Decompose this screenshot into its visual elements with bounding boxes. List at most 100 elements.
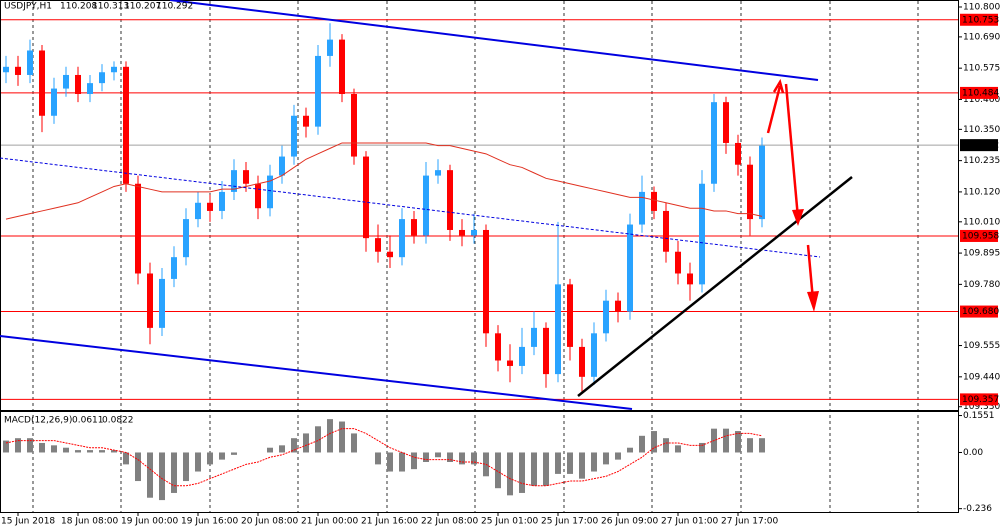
macd-bar	[423, 452, 429, 462]
macd-bar	[399, 452, 405, 472]
candle-body	[567, 284, 573, 347]
candle-body	[255, 183, 261, 209]
candle-body	[291, 115, 297, 157]
candle-body	[507, 360, 513, 366]
level-tag	[960, 139, 998, 152]
candle-body	[207, 202, 213, 211]
x-tick-label: 19 Jun 16:00	[181, 517, 238, 527]
level-label: 110.753	[962, 15, 999, 25]
macd-bar	[615, 452, 621, 460]
x-tick-label: 18 Jun 08:00	[61, 517, 118, 527]
ohlc: 110.313	[92, 2, 129, 12]
candle-body	[219, 191, 225, 211]
arrow-up	[766, 78, 785, 134]
candle-body	[303, 115, 309, 127]
candle-body	[519, 346, 525, 366]
y-tick-label: 110.010	[963, 217, 1000, 227]
candle-body	[711, 102, 717, 184]
macd-bar	[99, 450, 105, 453]
y-tick-label: 110.350	[963, 125, 1000, 135]
macd-bar	[267, 447, 273, 453]
candle-body	[399, 219, 405, 258]
macd-bar	[279, 445, 285, 453]
y-tick-label: 109.555	[963, 341, 1000, 351]
level-tag	[960, 229, 998, 242]
candle-body	[759, 145, 765, 220]
macd-bar	[207, 452, 213, 465]
candle-body	[435, 170, 441, 176]
macd-bar	[147, 452, 153, 498]
candle-body	[135, 183, 141, 274]
y-tick-label: 110.800	[963, 2, 1000, 12]
y-tick-label: 110.235	[963, 156, 1000, 166]
arrow-head	[792, 209, 804, 226]
channel-top	[169, 0, 819, 81]
candle-body	[747, 164, 753, 220]
y-tick-label: 110.575	[963, 64, 1000, 74]
macd-bar	[87, 450, 93, 453]
candle-body	[735, 142, 741, 165]
macd-panel	[0, 411, 959, 513]
macd-bar	[303, 433, 309, 453]
channel-mid	[0, 157, 821, 258]
y-tick-label: 110.120	[963, 187, 1000, 197]
x-tick-label: 26 Jun 09:00	[601, 517, 658, 527]
macd-bar	[375, 452, 381, 465]
candle-body	[63, 74, 69, 89]
macd-bar	[699, 442, 705, 453]
candle-body	[459, 229, 465, 236]
candle-body	[159, 278, 165, 328]
macd-bar	[171, 452, 177, 493]
candle-body	[579, 346, 585, 377]
candle-body	[147, 273, 153, 328]
candle-body	[351, 94, 357, 157]
macd-bar	[759, 438, 765, 453]
marks	[1, 19, 958, 501]
x-tick-label: 21 Jun 16:00	[361, 517, 418, 527]
macd-bar	[723, 428, 729, 453]
macd-bar	[591, 452, 597, 472]
macd-bar	[195, 452, 201, 472]
candle-body	[639, 191, 645, 225]
candle-body	[99, 72, 105, 84]
x-tick-label: 19 Jun 00:00	[121, 517, 178, 527]
macd-name: MACD(12,26,9)	[4, 416, 72, 426]
macd-bar	[675, 445, 681, 453]
candle-body	[423, 175, 429, 236]
macd-bar	[471, 452, 477, 465]
candle-body	[591, 333, 597, 377]
macd-bar	[555, 452, 561, 474]
macd-bar	[111, 450, 117, 453]
macd-bar	[519, 452, 525, 493]
candle-body	[195, 202, 201, 220]
candle-body	[267, 175, 273, 209]
x-tick-label: 22 Jun 08:00	[421, 517, 478, 527]
candle-body	[375, 238, 381, 252]
candle-body	[75, 74, 81, 95]
macd-bar	[411, 452, 417, 470]
candle-body	[723, 102, 729, 143]
macd-bar	[435, 452, 441, 458]
drawings	[0, 0, 853, 410]
macd-bar	[123, 452, 129, 465]
candle-body	[111, 66, 117, 73]
level-tag	[960, 86, 998, 99]
x-tick-label: 25 Jun 17:00	[541, 517, 598, 527]
macd-bar	[51, 445, 57, 453]
macd-bar	[387, 452, 393, 472]
candle-body	[651, 191, 657, 211]
candle-body	[183, 219, 189, 258]
macd-tick-label: 0.00	[963, 448, 983, 458]
level-label: 109.680	[962, 307, 999, 317]
candle-body	[531, 327, 537, 347]
candle-body	[495, 333, 501, 361]
candle-body	[171, 257, 177, 279]
macd-bar	[663, 438, 669, 453]
y-tick-label: 109.895	[963, 249, 1000, 259]
macd-bar	[567, 452, 573, 474]
candle-body	[339, 39, 345, 95]
macd-bar	[651, 431, 657, 453]
candle-body	[687, 273, 693, 285]
arrow-down	[806, 244, 815, 301]
x-tick-label: 21 Jun 00:00	[301, 517, 358, 527]
